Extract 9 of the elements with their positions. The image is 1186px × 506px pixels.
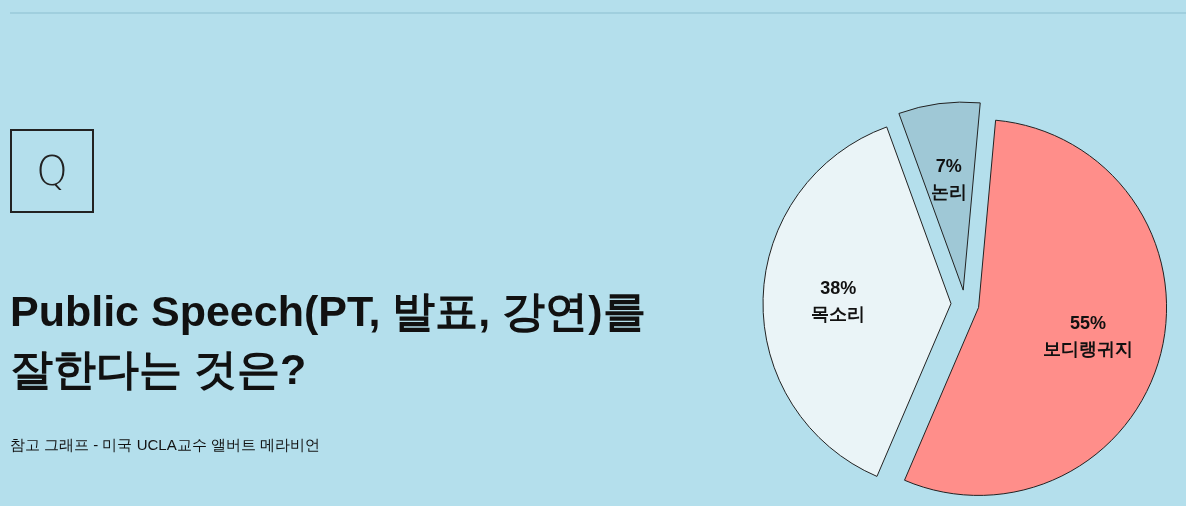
slice-label: 목소리 bbox=[811, 304, 866, 325]
slice-label: 보디랭귀지 bbox=[1042, 339, 1133, 360]
data-label: 38% bbox=[820, 278, 857, 299]
data-label: 7% bbox=[935, 156, 962, 177]
slice-label: 논리 bbox=[930, 182, 967, 203]
text: Q bbox=[36, 148, 68, 194]
text: Public Speech(PT, 발표, 강연)를 잘한다는 것은? bbox=[10, 286, 647, 395]
text: 참고 그래프 - 미국 UCLA교수 앨버트 메라비언 bbox=[10, 436, 321, 455]
data-label: 55% bbox=[1069, 313, 1106, 334]
